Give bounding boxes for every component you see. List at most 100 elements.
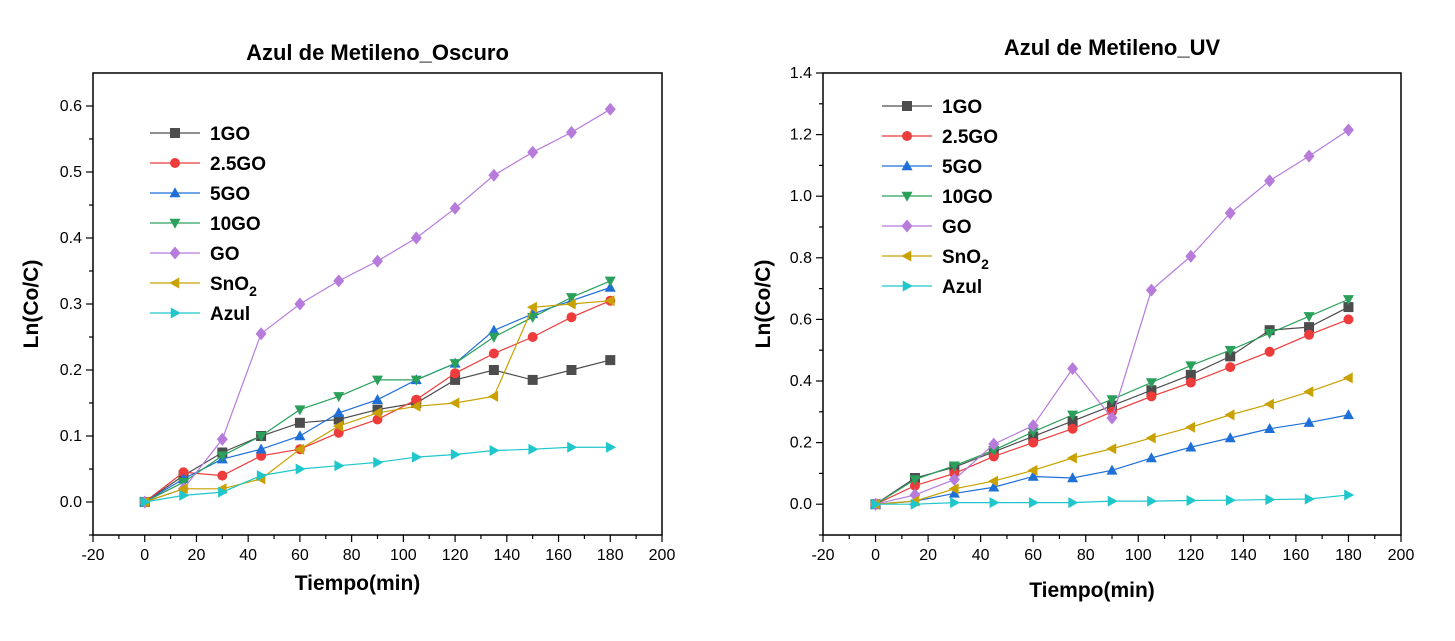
data-point-2.5GO: [1185, 377, 1196, 388]
data-point-2.5GO: [1343, 314, 1354, 325]
data-point-10GO: [1145, 378, 1157, 389]
x-tick-label: 0: [140, 547, 149, 564]
data-point-10GO: [216, 451, 228, 462]
data-point-SnO2: [988, 475, 999, 487]
data-point-SnO2: [1066, 452, 1077, 464]
x-tick-label: 100: [1125, 547, 1152, 564]
legend-label-SnO2: SnO2: [942, 247, 989, 272]
data-point-Azul: [1068, 497, 1079, 509]
data-point-SnO2: [410, 400, 421, 412]
data-point-2.5GO: [217, 470, 228, 481]
y-tick-label: 0.6: [60, 98, 82, 115]
y-tick-label: 0.6: [790, 311, 812, 328]
data-point-5GO: [1145, 452, 1157, 463]
x-tick-label: 180: [597, 547, 624, 564]
data-point-Azul: [489, 445, 500, 457]
data-point-Azul: [528, 443, 539, 455]
data-point-GO: [1303, 149, 1315, 163]
data-point-5GO: [255, 443, 267, 454]
data-point-SnO2: [488, 390, 499, 402]
data-point-Azul: [179, 489, 190, 501]
series-GO: [870, 123, 1354, 511]
data-point-GO: [449, 201, 461, 215]
data-point-1GO: [1185, 369, 1196, 380]
data-point-10GO: [449, 359, 461, 370]
data-point-Azul: [871, 498, 882, 510]
legend-label-1GO: 1GO: [942, 97, 982, 118]
data-point-GO: [988, 437, 1000, 451]
legend-label-SnO2: SnO2: [210, 274, 257, 299]
legend-marker: [169, 246, 181, 260]
data-point-10GO: [948, 461, 960, 472]
data-point-10GO: [604, 276, 616, 287]
data-point-2.5GO: [450, 368, 461, 379]
data-point-5GO: [294, 430, 306, 441]
y-tick-label: 0.5: [60, 164, 82, 181]
data-point-SnO2: [1106, 443, 1117, 455]
data-point-2.5GO: [1264, 346, 1275, 357]
x-tick-label: 120: [1177, 547, 1204, 564]
data-point-10GO: [909, 475, 921, 486]
x-tick-label: 20: [188, 547, 206, 564]
data-point-GO: [1185, 249, 1197, 263]
x-axis-label: Tiempo(min): [295, 572, 421, 595]
x-tick-label: -20: [811, 547, 834, 564]
x-tick-label: 80: [343, 547, 361, 564]
data-point-10GO: [488, 332, 500, 343]
y-tick-label: 1.4: [790, 65, 812, 82]
data-point-SnO2: [332, 420, 343, 432]
y-tick-label: 0.0: [790, 496, 812, 513]
data-point-5GO: [488, 324, 500, 335]
data-point-SnO2: [294, 443, 305, 455]
data-point-GO: [255, 327, 267, 341]
data-point-GO: [372, 254, 383, 268]
data-point-Azul: [256, 470, 267, 482]
data-point-GO: [1145, 283, 1157, 297]
data-point-1GO: [1067, 416, 1078, 427]
data-point-5GO: [1264, 422, 1276, 433]
data-point-SnO2: [1224, 409, 1235, 421]
data-point-GO: [1067, 362, 1079, 376]
legend-marker: [169, 187, 181, 198]
data-point-GO: [410, 231, 422, 245]
legend-marker: [901, 191, 913, 202]
data-point-GO: [1342, 123, 1354, 137]
data-point-Azul: [334, 460, 345, 472]
data-point-10GO: [1264, 329, 1276, 340]
legend: 1GO 2.5GO 5GO 10GO GO SnO2 Azul: [882, 97, 998, 298]
legend-marker: [901, 219, 913, 233]
y-tick-label: 0.0: [60, 494, 82, 511]
data-point-SnO2: [948, 483, 959, 495]
series-Azul: [871, 489, 1355, 510]
data-point-10GO: [1027, 427, 1039, 438]
x-tick-label: 60: [1024, 547, 1042, 564]
data-point-5GO: [333, 407, 345, 418]
data-point-GO: [1106, 411, 1118, 425]
data-point-2.5GO: [1146, 391, 1157, 402]
data-point-SnO2: [1027, 464, 1038, 476]
x-tick-label: 40: [239, 547, 257, 564]
data-point-Azul: [140, 496, 151, 508]
x-tick-label: 200: [649, 547, 676, 564]
data-point-GO: [333, 274, 345, 288]
data-point-GO: [948, 473, 960, 487]
x-tick-label: 140: [1230, 547, 1257, 564]
legend-label-5GO: 5GO: [942, 157, 982, 178]
y-tick-label: 1.2: [790, 127, 812, 144]
x-tick-label: 120: [442, 547, 469, 564]
data-point-1GO: [1225, 351, 1236, 362]
data-point-5GO: [372, 393, 383, 404]
data-point-Azul: [567, 441, 578, 453]
series-GO: [139, 102, 616, 509]
x-tick-label: 140: [493, 547, 520, 564]
data-point-1GO: [294, 417, 305, 428]
legend-marker: [170, 158, 180, 168]
chart-title: Azul de Metileno_UV: [1004, 35, 1221, 60]
legend-marker: [169, 277, 180, 289]
data-point-GO: [294, 297, 306, 311]
x-tick-label: 160: [1283, 547, 1310, 564]
data-point-5GO: [988, 481, 1000, 492]
x-tick-label: 20: [919, 547, 937, 564]
x-tick-label: 0: [871, 547, 880, 564]
